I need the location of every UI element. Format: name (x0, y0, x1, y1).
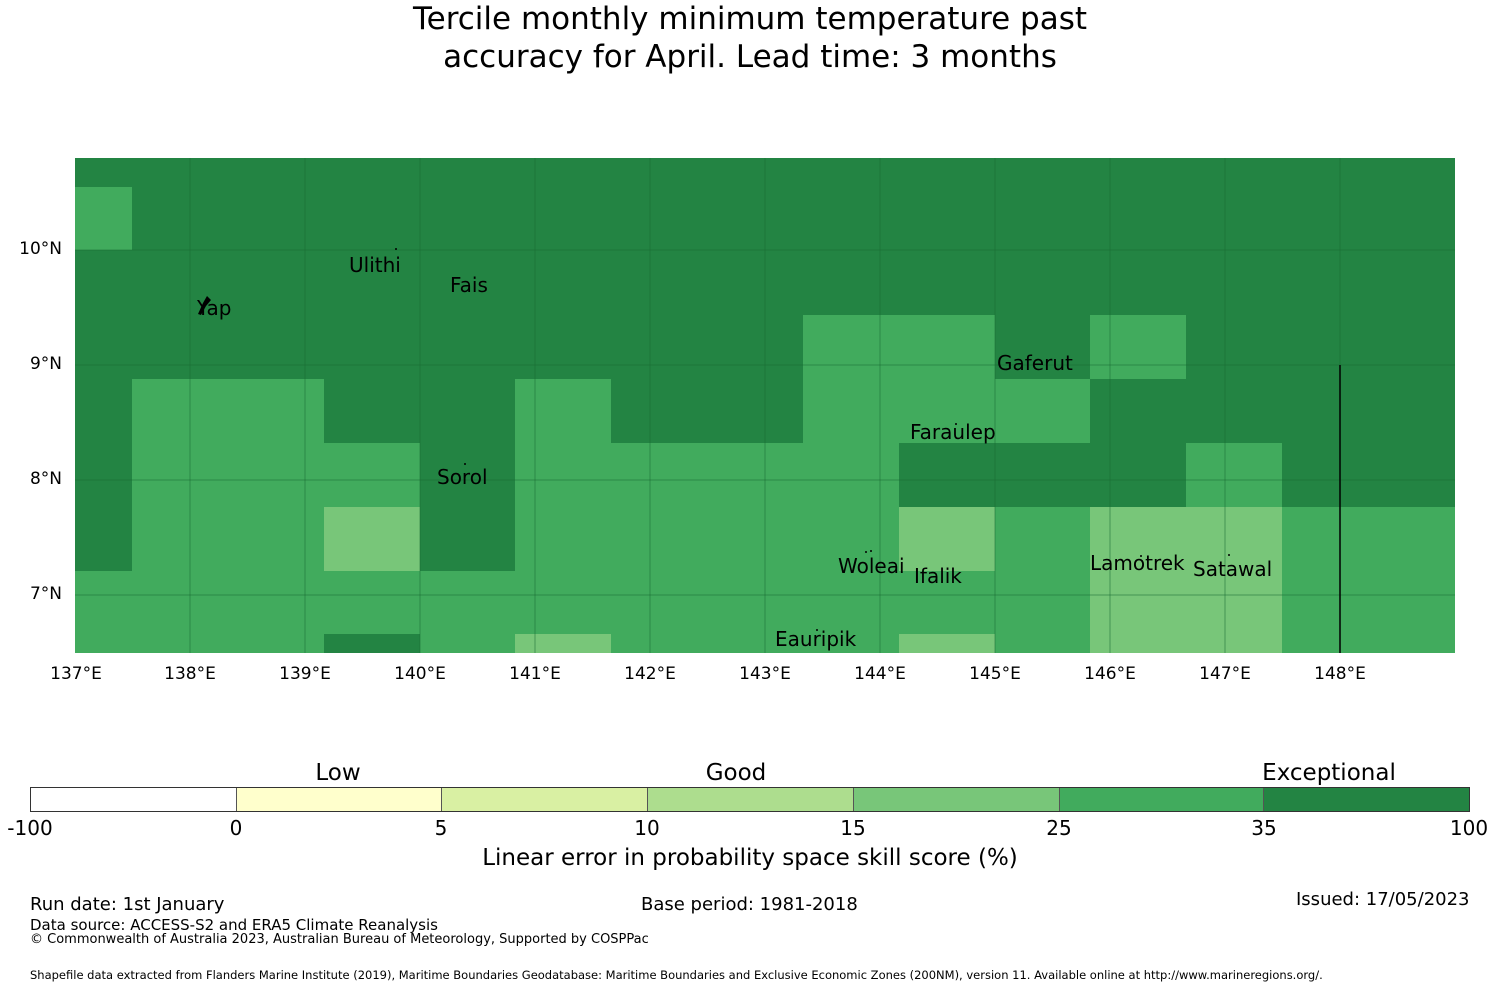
colorbar-tick-label: 15 (840, 816, 866, 840)
colorbar-tick-label: 5 (434, 816, 448, 840)
grid-cell (420, 571, 515, 653)
grid-cell (515, 634, 611, 653)
grid-cell (132, 379, 324, 571)
lon-tick-label: 137°E (50, 664, 102, 684)
colorbar-segment (853, 788, 1060, 811)
colorbar-segment (236, 788, 443, 811)
lon-tick-label: 143°E (739, 664, 791, 684)
map-title: Tercile monthly minimum temperature past… (0, 0, 1500, 76)
shapefile-credit: Shapefile data extracted from Flanders M… (30, 968, 1323, 982)
island-dot (865, 551, 867, 553)
place-label-ulithi: Ulithi (349, 253, 401, 277)
island-dot (464, 463, 466, 465)
grid-cell (1186, 443, 1282, 507)
run-date: Run date: 1st January (30, 894, 225, 915)
title-line-2: accuracy for April. Lead time: 3 months (443, 39, 1057, 75)
colorbar-segment (648, 788, 854, 811)
lon-tick-label: 148°E (1314, 664, 1366, 684)
place-label-gaferut: Gaferut (997, 351, 1073, 375)
place-label-sorol: Sorol (437, 465, 488, 489)
grid-cell (75, 187, 132, 250)
category-label-good: Good (705, 760, 767, 786)
data-source: Data source: ACCESS-S2 and ERA5 Climate … (30, 916, 438, 934)
colorbar-title: Linear error in probability space skill … (482, 845, 1018, 871)
colorbar-segment (442, 788, 649, 811)
category-label-exceptional: Exceptional (1262, 760, 1396, 786)
place-label-ifalik: Ifalik (914, 564, 962, 588)
grid-cell (1090, 507, 1282, 653)
island-dot (395, 248, 397, 250)
place-label-woleai: Woleai (838, 554, 905, 578)
island-dot (1228, 554, 1230, 556)
grid-cell (803, 443, 899, 653)
lon-tick-label: 141°E (509, 664, 561, 684)
lon-tick-label: 139°E (279, 664, 331, 684)
place-label-eauripik: Eauripik (775, 627, 857, 651)
lon-tick-label: 140°E (394, 664, 446, 684)
grid-cells (75, 187, 1455, 653)
lat-tick-label: 8°N (29, 469, 62, 489)
grid-cell (324, 443, 420, 507)
grid-cell (1282, 507, 1455, 653)
grid-cell (1090, 315, 1186, 379)
grid-cell (899, 634, 995, 653)
grid-cell (75, 571, 324, 653)
colorbar-tick-label: 35 (1251, 816, 1277, 840)
lon-tick-label: 142°E (624, 664, 676, 684)
island-dot (870, 550, 872, 552)
issued-date: Issued: 17/05/2023 (1296, 889, 1470, 910)
colorbar-tick-label: 10 (634, 816, 660, 840)
island-markers (198, 248, 1230, 631)
grid-cell (995, 379, 1090, 443)
grid-cell (324, 507, 420, 571)
category-label-low: Low (315, 760, 361, 786)
colorbar-tick-label: 100 (1449, 816, 1489, 840)
place-label-yap: Yap (197, 296, 232, 320)
grid-cell (611, 443, 803, 653)
grid-cell (515, 379, 611, 634)
colorbar-segment (1264, 788, 1470, 811)
lat-tick-label: 7°N (29, 584, 62, 604)
lon-tick-label: 146°E (1084, 664, 1136, 684)
colorbar-tick-label: 0 (229, 816, 243, 840)
yap-island-shape (198, 296, 211, 315)
skill-map (75, 158, 1455, 653)
lat-tick-label: 9°N (29, 354, 62, 374)
island-dot (816, 629, 818, 631)
grid-cell (899, 571, 995, 634)
place-label-faraulep: Faraulep (910, 420, 996, 444)
grid-cell (803, 315, 995, 443)
title-line-1: Tercile monthly minimum temperature past (412, 1, 1088, 37)
lon-tick-label: 138°E (164, 664, 216, 684)
island-dot (1140, 555, 1142, 557)
lon-tick-label: 145°E (969, 664, 1021, 684)
base-period: Base period: 1981-2018 (641, 894, 858, 915)
colorbar-segment (1059, 788, 1265, 811)
colorbar-tick-label: 25 (1046, 816, 1072, 840)
lat-tick-label: 10°N (19, 239, 62, 259)
island-dot (955, 423, 957, 425)
lon-tick-label: 147°E (1199, 664, 1251, 684)
colorbar-tick-label: -100 (7, 816, 53, 840)
place-label-lamotrek: Lamotrek (1090, 551, 1185, 575)
place-label-fais: Fais (450, 273, 488, 297)
grid-cell (899, 507, 995, 571)
copyright-notice: © Commonwealth of Australia 2023, Austra… (30, 932, 649, 947)
grid-cell (324, 571, 420, 634)
place-label-satawal: Satawal (1193, 557, 1273, 581)
lon-tick-label: 144°E (854, 664, 906, 684)
grid-cell (995, 507, 1090, 653)
colorbar-segment (31, 788, 237, 811)
colorbar (30, 787, 1470, 812)
